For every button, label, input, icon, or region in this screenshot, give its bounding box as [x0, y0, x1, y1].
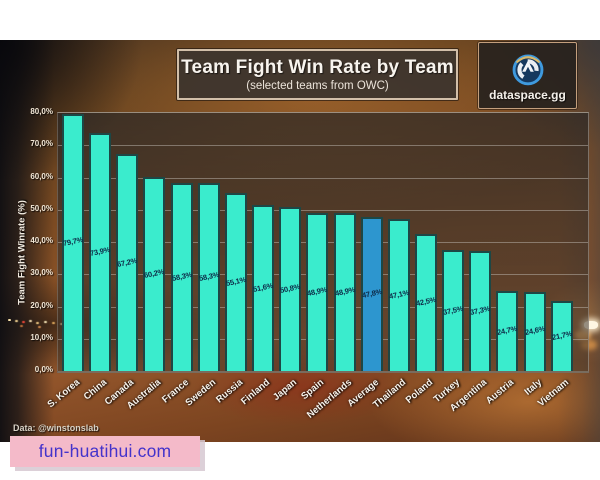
overwatch-logo-icon [512, 54, 543, 85]
bar-poland [414, 233, 437, 371]
y-tick-label: 80,0% [30, 107, 53, 116]
bar-argentina [469, 250, 492, 371]
source-credit: Data: @winstonslab [13, 423, 99, 433]
bar-average [360, 216, 383, 371]
bar-canada [116, 154, 139, 371]
y-tick-label: 30,0% [30, 268, 53, 278]
y-tick-label: 10,0% [30, 332, 53, 342]
bar-finland [252, 204, 275, 371]
bar-sweden [197, 182, 220, 371]
bar-thailand [387, 219, 410, 371]
y-axis-title: Team Fight Winrate (%) [16, 200, 28, 305]
city-lights-right [584, 321, 598, 329]
y-tick-label: 20,0% [30, 300, 53, 310]
chart-title-box: Team Fight Win Rate by Team (selected te… [177, 49, 458, 100]
brand-name: dataspace.gg [489, 87, 566, 102]
bar-spain [306, 213, 329, 371]
watermark-box: fun-huatihui.com [10, 436, 200, 467]
bar-japan [279, 207, 302, 371]
gridline [58, 209, 588, 211]
y-tick-label: 0,0% [34, 365, 53, 374]
bar-russia [224, 193, 247, 371]
y-tick-label: 60,0% [30, 171, 53, 181]
bar-turkey [442, 250, 465, 371]
bar-netherlands [333, 213, 356, 371]
chart-subtitle: (selected teams from OWC) [246, 79, 389, 92]
chart-title: Team Fight Win Rate by Team [181, 56, 454, 78]
bar-china [89, 132, 112, 371]
watermark-text: fun-huatihui.com [38, 441, 172, 461]
gridline [58, 177, 588, 179]
plot-area: 79,7% 73,9% 67,2% 60,2% 58,3% 58,3% 55,1% 51,6%… [57, 112, 589, 373]
bar-italy [523, 291, 546, 371]
bar-australia [143, 176, 166, 371]
bar-france [170, 182, 193, 371]
bar-austria [496, 291, 519, 371]
y-tick-label: 70,0% [30, 139, 53, 149]
brand-box: dataspace.gg [478, 42, 577, 109]
bar-vietnam [550, 301, 573, 371]
y-tick-label: 40,0% [30, 236, 53, 245]
bar-s-korea [62, 113, 84, 371]
gridline [58, 145, 588, 147]
y-tick-label: 50,0% [30, 203, 53, 213]
city-lights-left [8, 319, 11, 321]
